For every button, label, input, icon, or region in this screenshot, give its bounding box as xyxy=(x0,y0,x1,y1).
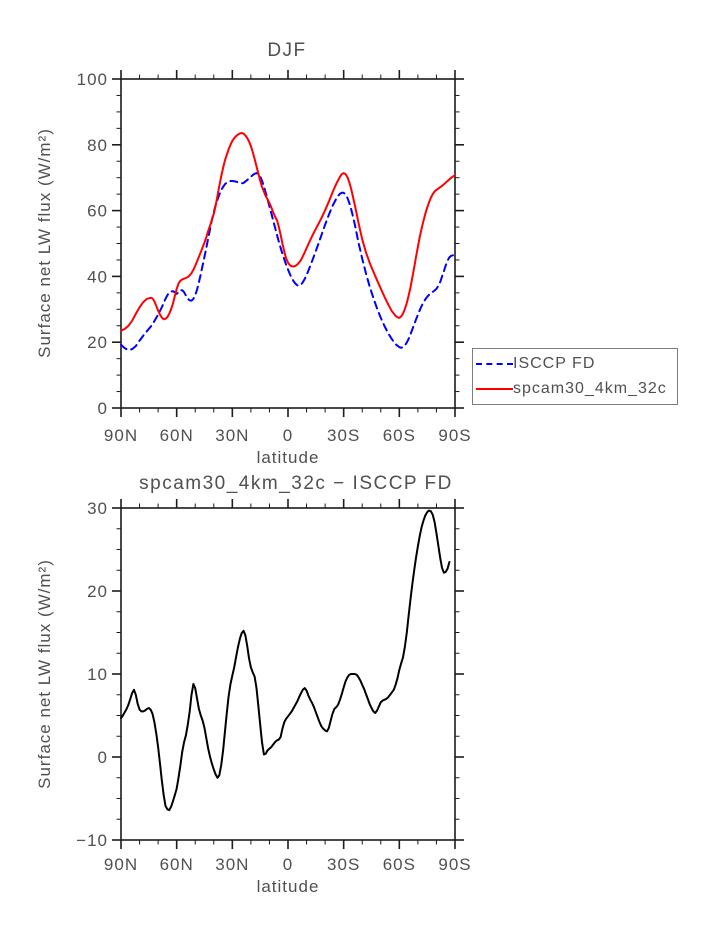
y-tick-label: 80 xyxy=(87,136,108,155)
series-line-difference xyxy=(120,509,451,812)
legend-entry-spcam: spcam30_4km_32c xyxy=(473,377,677,402)
axis-box xyxy=(120,507,456,841)
x-tick-label: 30N xyxy=(215,855,249,874)
y-tick-label: 10 xyxy=(87,665,108,684)
legend-line-sample-solid-red xyxy=(476,388,513,390)
y-tick-label: 0 xyxy=(98,748,108,767)
legend-label-isccp-fd: ISCCP FD xyxy=(513,355,596,372)
y-axis-label: Surface net LW flux (W/m²) xyxy=(35,128,54,358)
legend-label-spcam: spcam30_4km_32c xyxy=(513,380,667,397)
x-tick-label: 90N xyxy=(104,426,138,445)
y-tick-label: 0 xyxy=(98,399,108,418)
legend-box: ISCCP FD spcam30_4km_32c xyxy=(472,348,678,405)
x-tick-label: 0 xyxy=(283,426,293,445)
y-axis-label: Surface net LW flux (W/m²) xyxy=(35,559,54,789)
chart-1: 90N 60N 30N 0 30S 60S 90S −10 0 10 20 30 spcam30_4km… xyxy=(35,473,471,896)
x-tick-label: 90S xyxy=(438,855,471,874)
y-tick-label: −10 xyxy=(76,831,108,850)
x-tick-label: 60N xyxy=(160,426,194,445)
x-tick-label: 90S xyxy=(438,426,471,445)
x-tick-label: 60S xyxy=(383,426,416,445)
x-tick-label: 90N xyxy=(104,855,138,874)
y-tick-label: 100 xyxy=(77,70,108,89)
y-tick-label: 40 xyxy=(87,267,108,286)
y-tick-label: 60 xyxy=(87,202,108,221)
axis-box xyxy=(120,78,456,409)
series-line-spcam30-4km-32c xyxy=(120,132,456,332)
x-tick-label: 30N xyxy=(215,426,249,445)
y-tick-label: 30 xyxy=(87,499,108,518)
x-tick-label: 30S xyxy=(327,426,360,445)
legend-entry-isccp-fd: ISCCP FD xyxy=(473,352,677,377)
x-tick-label: 60N xyxy=(160,855,194,874)
series-line-isccp-fd xyxy=(120,172,456,352)
x-tick-label: 0 xyxy=(283,855,293,874)
y-tick-label: 20 xyxy=(87,582,108,601)
x-tick-label: 30S xyxy=(327,855,360,874)
x-tick-label: 60S xyxy=(383,855,416,874)
legend-line-sample-dashed-blue xyxy=(476,363,513,365)
chart-0: 90N 60N 30N 0 30S 60S 90S 0 20 40 60 80 100 DJF latitu… xyxy=(35,40,471,467)
chart-title: DJF xyxy=(267,40,306,61)
x-axis-label: latitude xyxy=(257,877,320,896)
y-tick-label: 20 xyxy=(87,333,108,352)
chart-title: spcam30_4km_32c − ISCCP FD xyxy=(139,473,453,494)
x-axis-label: latitude xyxy=(257,448,320,467)
